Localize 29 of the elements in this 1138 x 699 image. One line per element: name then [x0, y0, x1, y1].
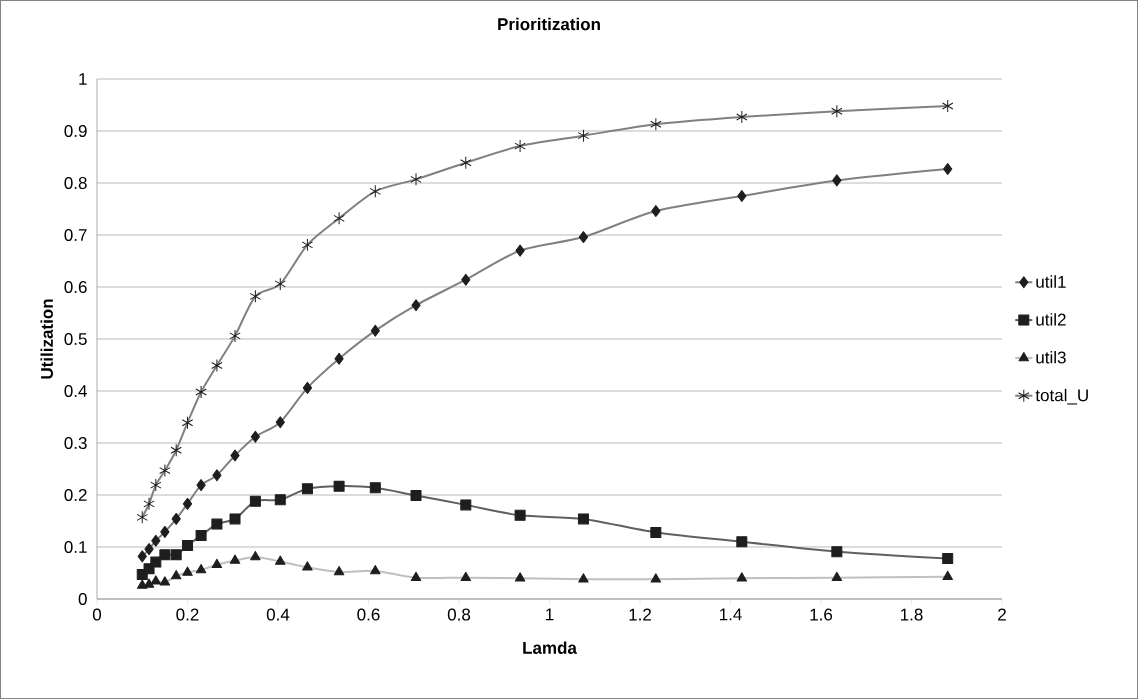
x-tick-label: 0.8	[447, 608, 471, 621]
legend-label: util2	[1036, 313, 1066, 326]
y-tick-label: 0.9	[64, 124, 87, 138]
y-tick-label: 0.1	[64, 540, 87, 554]
chart-title: Prioritization	[498, 17, 600, 31]
x-tick-label: 1.6	[810, 608, 833, 621]
y-tick-label: 0.4	[64, 384, 87, 398]
y-tick-label: 0	[78, 592, 87, 606]
x-tick-label: 0.2	[176, 608, 199, 621]
x-tick-label: 1.2	[629, 608, 651, 621]
y-axis-title: Utilization	[40, 299, 53, 379]
x-tick-label: 0.6	[357, 608, 380, 621]
legend-label: total_U	[1035, 388, 1088, 405]
x-tick-label: 1.4	[719, 608, 742, 621]
y-tick-label: 1	[79, 73, 87, 85]
x-tick-label: 0	[92, 608, 102, 621]
y-tick-label: 0.3	[64, 436, 87, 450]
y-tick-label: 0.6	[64, 280, 87, 294]
x-tick-label: 1.8	[900, 608, 923, 621]
y-tick-label: 0.7	[64, 228, 87, 242]
x-axis-title: Lamda	[523, 641, 578, 654]
legend-label: util1	[1036, 275, 1066, 288]
legend-label: util3	[1036, 351, 1066, 364]
y-tick-label: 0.5	[64, 332, 87, 346]
x-tick-label: 0.4	[266, 608, 290, 621]
x-tick-label: 2	[998, 608, 1006, 621]
x-tick-label: 1	[546, 608, 554, 621]
y-tick-label: 0.8	[64, 176, 87, 190]
y-tick-label: 0.2	[64, 488, 87, 502]
